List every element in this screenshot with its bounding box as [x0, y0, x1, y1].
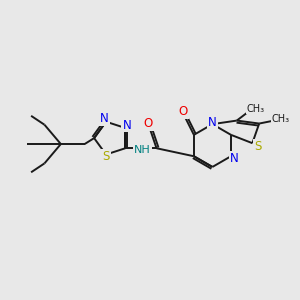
Text: CH₃: CH₃: [272, 114, 290, 124]
Text: O: O: [144, 117, 153, 130]
Text: N: N: [100, 112, 109, 125]
Text: O: O: [179, 105, 188, 118]
Text: S: S: [102, 150, 110, 164]
Text: S: S: [254, 140, 261, 153]
Text: N: N: [230, 152, 238, 165]
Text: CH₃: CH₃: [247, 104, 265, 114]
Text: N: N: [208, 116, 217, 129]
Text: NH: NH: [134, 145, 151, 155]
Text: N: N: [122, 118, 131, 131]
